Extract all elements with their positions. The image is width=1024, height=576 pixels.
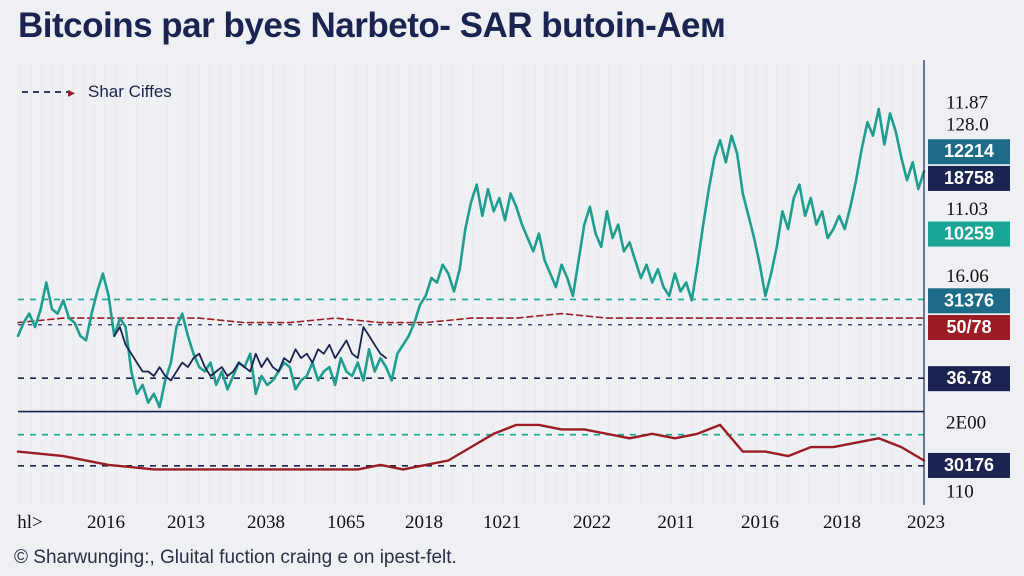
right-label-12: 110 bbox=[946, 482, 974, 503]
x-tick-label-6: 1021 bbox=[483, 512, 521, 533]
x-tick-label-1: 2016 bbox=[87, 512, 125, 533]
plot-grid bbox=[18, 60, 924, 506]
right-label-9: 36.78 bbox=[946, 368, 991, 388]
right-label-4: 11.03 bbox=[946, 199, 988, 220]
right-label-1: 128.0 bbox=[946, 115, 989, 136]
right-label-10: 2E00 bbox=[946, 413, 986, 434]
right-label-badge-8 bbox=[928, 315, 1010, 340]
right-label-badge-7 bbox=[928, 288, 1010, 314]
right-label-5: 10259 bbox=[944, 224, 994, 244]
right-label-badge-3 bbox=[928, 165, 1010, 191]
legend: ▸ Shar Ciffes bbox=[22, 82, 172, 101]
right-label-2: 12214 bbox=[944, 141, 994, 161]
series-line-teal bbox=[16, 107, 926, 409]
legend-arrow-icon: ▸ bbox=[68, 84, 75, 100]
x-axis-ticks: hl> 2016 2013 2038 1065 2018 1021 2022 2011 2016 2… bbox=[17, 512, 945, 533]
x-tick-label-5: 2018 bbox=[405, 512, 443, 533]
right-label-3: 18758 bbox=[944, 168, 994, 188]
x-tick-label-2: 2013 bbox=[167, 512, 205, 533]
right-label-badge-5 bbox=[928, 221, 1010, 247]
right-label-badge-2 bbox=[928, 139, 1010, 165]
right-label-6: 16.06 bbox=[946, 266, 989, 287]
x-tick-label-3: 2038 bbox=[247, 512, 285, 533]
x-tick-label-8: 2011 bbox=[657, 512, 694, 533]
x-tick-label-11: 2023 bbox=[907, 512, 945, 533]
series-layer bbox=[16, 107, 926, 471]
x-tick-label-0: hl> bbox=[17, 512, 43, 533]
series-line-red-lower bbox=[16, 423, 926, 471]
right-label-7: 31376 bbox=[944, 290, 994, 310]
right-label-11: 30176 bbox=[944, 455, 994, 475]
chart-title: Bitcoins par byes Narbeto- SAR butoin-Ae… bbox=[18, 6, 726, 45]
x-tick-label-4: 1065 bbox=[327, 512, 365, 533]
series-line-navy bbox=[113, 326, 388, 382]
right-label-badge-9 bbox=[928, 366, 1010, 392]
series-line-red-dashed bbox=[17, 312, 925, 324]
right-label-0: 11.87 bbox=[946, 92, 988, 113]
x-tick-label-7: 2022 bbox=[573, 512, 611, 533]
right-label-8: 50/78 bbox=[946, 317, 991, 337]
legend-label: Shar Ciffes bbox=[88, 82, 172, 101]
x-tick-label-9: 2016 bbox=[741, 512, 779, 533]
x-tick-label-10: 2018 bbox=[823, 512, 861, 533]
caption: © Sharwunging:, Gluital fuction craing e… bbox=[14, 547, 457, 568]
reference-lines bbox=[18, 298, 924, 467]
right-label-badge-11 bbox=[928, 452, 1010, 478]
